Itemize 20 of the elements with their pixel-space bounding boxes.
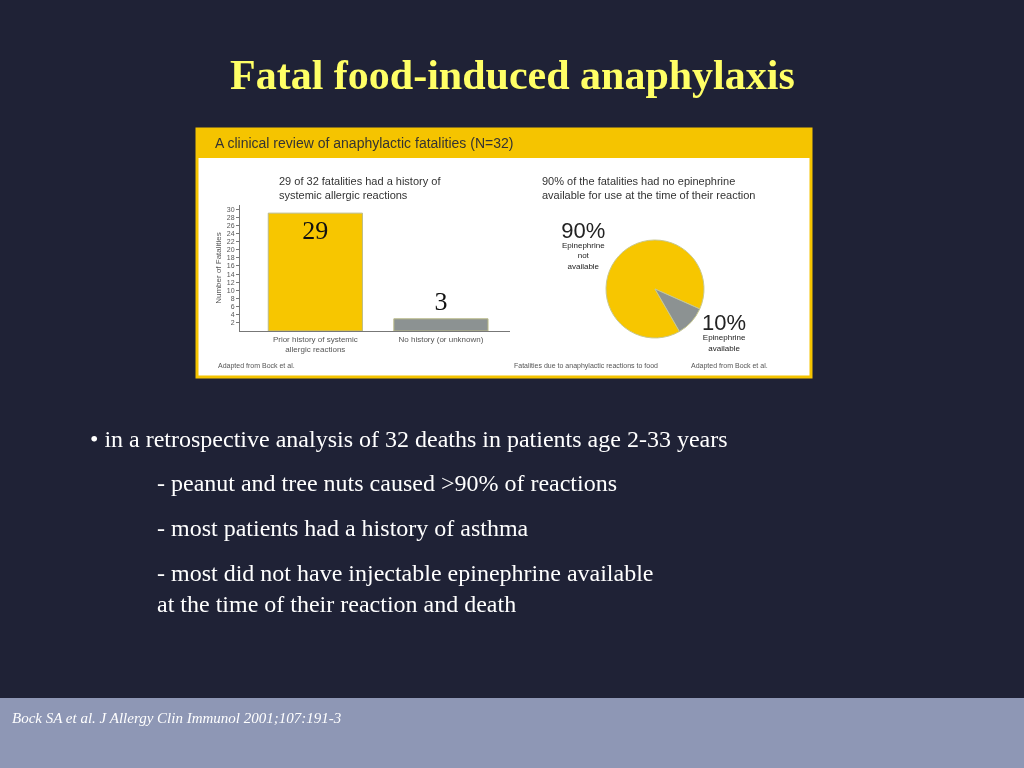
data-label: 90% xyxy=(561,217,606,243)
text: A clinical review of anaphylactic fatalities (N=32) xyxy=(215,135,514,151)
text: Bock SA et al. J Allergy Clin Immunol 2001;107:191-3 xyxy=(12,710,342,726)
x-tick-label: Prior history of systemic allergic reactions xyxy=(272,334,358,354)
data-label: 3 xyxy=(434,286,448,316)
pie-slice xyxy=(654,288,701,332)
text: - most patients had a history of asthma xyxy=(157,515,529,541)
slice-label: Epinephrine available xyxy=(702,333,747,353)
x-tick-label: No history (or unknown) xyxy=(398,334,484,344)
y-axis-title: Number of Fatalities xyxy=(213,232,223,304)
data-label: 29 xyxy=(302,216,329,246)
pie-slice xyxy=(605,239,705,339)
text: • in a retrospective analysis of 32 deaths in patients age 2-33 years xyxy=(90,426,728,452)
text: Fatal food-induced anaphylaxis xyxy=(230,52,795,98)
data-label: 10% xyxy=(702,309,747,335)
text: - most did not have injectable epinephrine available at the time of their reaction and death xyxy=(157,560,654,618)
chart-title: 90% of the fatalities had no epinephrine available for use at the time of their reaction xyxy=(542,175,756,202)
text: - peanut and tree nuts caused >90% of reactions xyxy=(157,470,618,496)
chart-title: 29 of 32 fatalities had a history of systemic allergic reactions xyxy=(279,175,442,202)
slice-label: Epinephrine not available xyxy=(561,241,606,271)
